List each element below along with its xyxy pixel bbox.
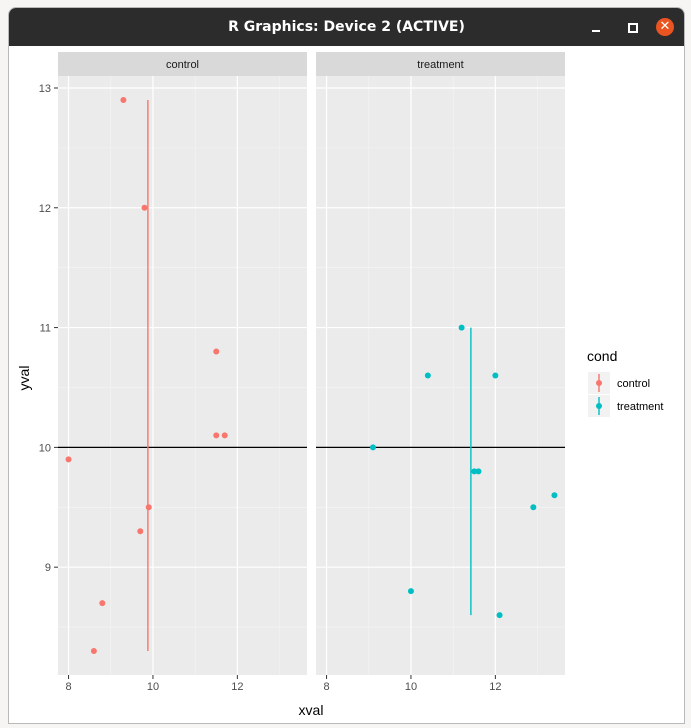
maximize-icon xyxy=(628,23,638,33)
legend-key-point xyxy=(596,403,602,409)
panel-background xyxy=(58,76,307,675)
legend-title: cond xyxy=(587,348,617,364)
data-point-control xyxy=(141,204,148,211)
legend: cond control treatment xyxy=(587,348,663,417)
data-point-control xyxy=(99,600,106,607)
y-tick-label: 10 xyxy=(39,442,51,454)
maximize-button[interactable] xyxy=(621,16,643,38)
facet-strip xyxy=(58,52,307,76)
data-point-control xyxy=(65,456,72,463)
x-tick-label: 8 xyxy=(65,681,71,693)
data-point-control xyxy=(90,648,97,655)
minimize-button[interactable] xyxy=(585,16,607,38)
legend-label: control xyxy=(617,378,650,390)
x-tick-label: 12 xyxy=(489,681,501,693)
data-point-control xyxy=(221,432,228,439)
r-graphics-window: R Graphics: Device 2 (ACTIVE) ✕ control 8… xyxy=(8,7,685,724)
data-point-treatment xyxy=(475,468,482,475)
data-point-treatment xyxy=(424,372,431,379)
data-point-control xyxy=(137,528,144,535)
faceted-scatter-plot: control 8 10 12 treatment 8 10 12 9 10 11 12 13 xval y… xyxy=(16,52,663,718)
x-tick-label: 10 xyxy=(147,681,159,693)
data-point-treatment xyxy=(530,504,537,511)
y-axis-title: yval xyxy=(16,366,32,391)
y-tick-label: 13 xyxy=(39,83,51,95)
x-tick-label: 10 xyxy=(405,681,417,693)
x-tick-label: 12 xyxy=(231,681,243,693)
minimize-icon xyxy=(592,30,600,32)
legend-key-point xyxy=(596,380,602,386)
close-icon: ✕ xyxy=(656,18,674,36)
panel-control: control 8 10 12 xyxy=(58,52,307,693)
data-point-control xyxy=(120,96,127,103)
window-title: R Graphics: Device 2 (ACTIVE) xyxy=(228,19,465,35)
x-tick-label: 8 xyxy=(323,681,329,693)
panel-background xyxy=(316,76,565,675)
title-bar[interactable]: R Graphics: Device 2 (ACTIVE) ✕ xyxy=(9,8,684,46)
data-point-treatment xyxy=(471,468,478,475)
y-tick-label: 9 xyxy=(45,562,51,574)
facet-strip xyxy=(316,52,565,76)
x-axis-title: xval xyxy=(299,702,324,718)
data-point-treatment xyxy=(458,324,465,331)
data-point-control xyxy=(213,348,220,355)
y-tick-label: 12 xyxy=(39,203,51,215)
data-point-treatment xyxy=(492,372,499,379)
data-point-control xyxy=(213,432,220,439)
close-button[interactable]: ✕ xyxy=(654,16,676,38)
panel-treatment: treatment 8 10 12 xyxy=(316,52,565,693)
legend-label: treatment xyxy=(617,401,663,413)
data-point-control xyxy=(145,504,152,511)
y-tick-label: 11 xyxy=(40,323,51,335)
data-point-treatment xyxy=(369,444,376,451)
data-point-treatment xyxy=(407,588,414,595)
data-point-treatment xyxy=(551,492,558,499)
facet-strip-label: control xyxy=(166,59,199,71)
data-point-treatment xyxy=(496,612,503,619)
facet-strip-label: treatment xyxy=(417,59,463,71)
